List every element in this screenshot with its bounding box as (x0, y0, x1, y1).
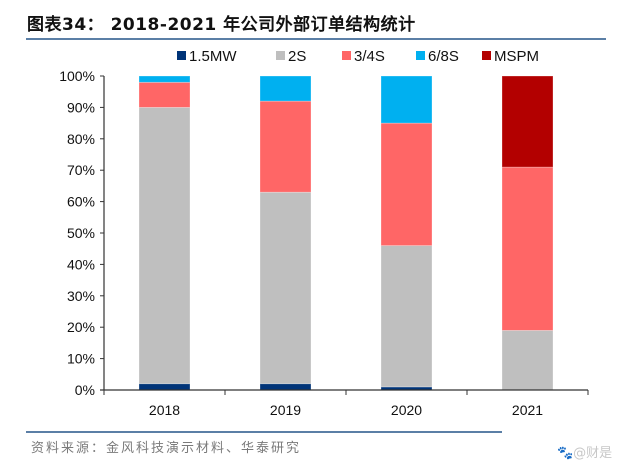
y-tick-label: 60% (67, 194, 95, 210)
legend-swatch-mspm (482, 51, 491, 60)
legend-swatch-15mw (177, 51, 186, 60)
legend: 1.5MW 2S 3/4S 6/8S MSPM (177, 48, 539, 65)
legend-swatch-34s (342, 51, 351, 60)
legend-label: 3/4S (354, 48, 385, 65)
legend-swatch-68s (416, 51, 425, 60)
legend-label: MSPM (494, 48, 539, 65)
y-tick-label: 100% (59, 68, 95, 84)
bar-segment-2020-68s (380, 75, 433, 124)
legend-label: 2S (288, 48, 306, 65)
x-tick-label: 2018 (149, 402, 180, 418)
bar-segment-2019-15mw (259, 383, 312, 391)
legend-label: 1.5MW (189, 48, 237, 65)
bar-segment-2019-68s (259, 75, 312, 102)
legend-swatch-2s (276, 51, 285, 60)
source-divider (26, 431, 502, 433)
bar-segment-2018-2s (138, 107, 191, 385)
bar-segment-2018-34s (138, 81, 191, 108)
y-tick-label: 90% (67, 99, 95, 115)
y-tick-label: 20% (67, 319, 95, 335)
bar-segment-2019-34s (259, 100, 312, 193)
bar-segment-2021-2s (501, 329, 554, 391)
source-note: 资料来源：金风科技演示材料、华泰研究 (31, 441, 302, 456)
y-tick-label: 50% (67, 225, 95, 241)
x-tick-label: 2021 (512, 402, 543, 418)
y-tick-label: 70% (67, 162, 95, 178)
watermark: 🐾@财是 (557, 446, 613, 461)
x-tick-label: 2019 (270, 402, 301, 418)
x-tick-label: 2020 (391, 402, 422, 418)
axes: 0% 10% 20% 30% 40% 50% 60% 70% 80% 90% 100% 2018 201… (59, 68, 589, 418)
legend-label: 6/8S (428, 48, 459, 65)
bar-segment-2020-34s (380, 122, 433, 246)
y-tick-label: 40% (67, 256, 95, 272)
bar-segment-2021-mspm (501, 75, 554, 168)
bar-segment-2018-15mw (138, 383, 191, 391)
y-tick-label: 10% (67, 351, 95, 367)
title-divider (26, 38, 606, 40)
y-tick-label: 0% (75, 382, 95, 398)
bar-segment-2020-2s (380, 245, 433, 388)
y-tick-label: 80% (67, 131, 95, 147)
bar-segment-2021-34s (501, 166, 554, 331)
bar-segment-2018-68s (138, 75, 191, 83)
chart-title: 图表34： 2018-2021 年公司外部订单结构统计 (27, 15, 416, 35)
bar-segment-2019-2s (259, 191, 312, 385)
y-tick-label: 30% (67, 288, 95, 304)
bars (138, 75, 554, 391)
